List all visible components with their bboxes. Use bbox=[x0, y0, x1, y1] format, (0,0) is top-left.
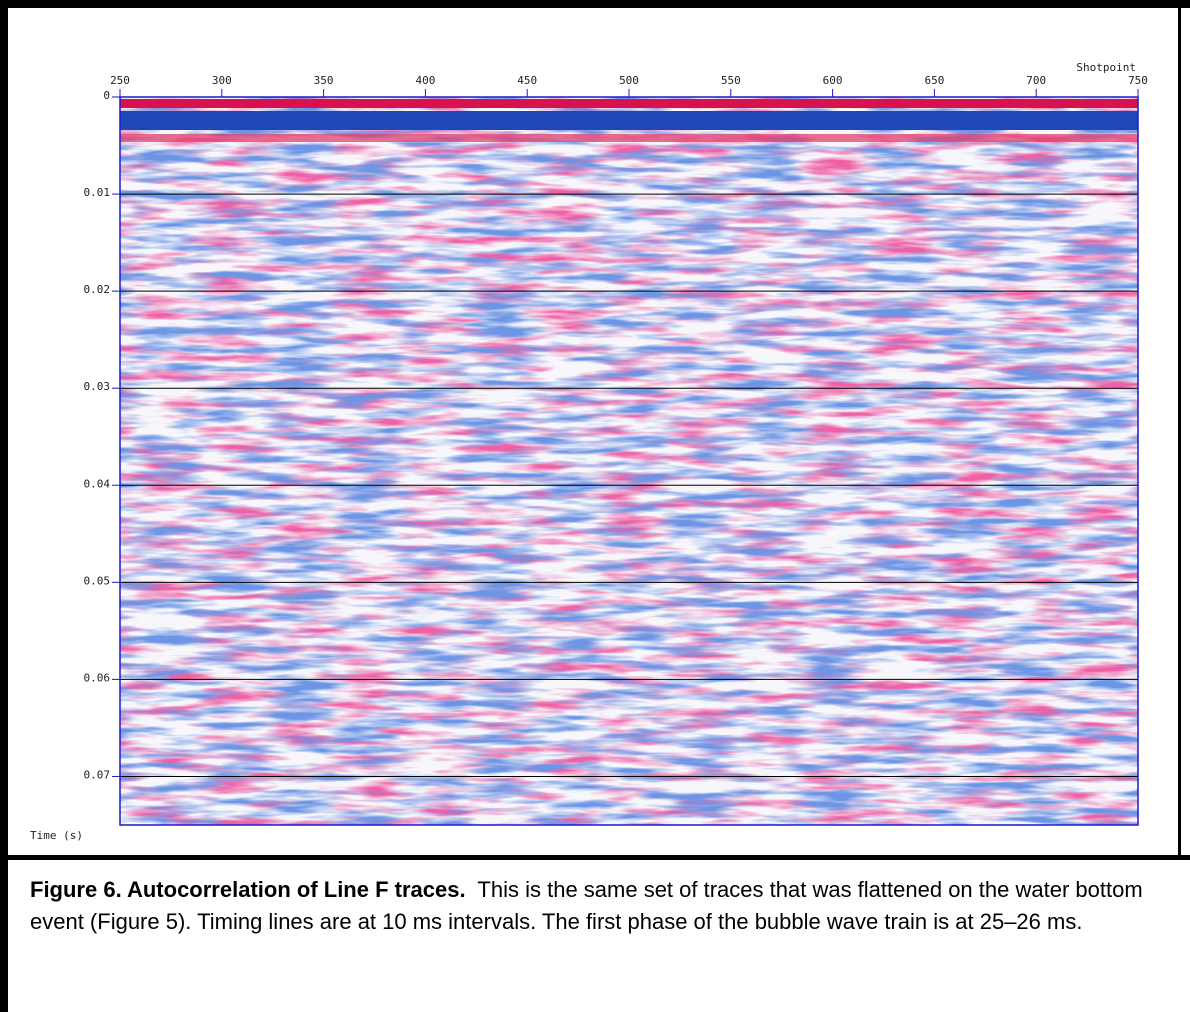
seismic-section bbox=[120, 97, 1138, 825]
x-tick-label: 550 bbox=[721, 74, 741, 87]
y-tick-label: 0.07 bbox=[84, 768, 111, 781]
x-tick-label: 400 bbox=[415, 74, 435, 87]
frame-top bbox=[0, 0, 1190, 8]
x-tick-label: 500 bbox=[619, 74, 639, 87]
plot-border bbox=[119, 96, 1139, 826]
y-axis-label: Time (s) bbox=[30, 829, 83, 842]
caption: Figure 6. Autocorrelation of Line F trac… bbox=[30, 874, 1170, 938]
y-tick-label: 0 bbox=[103, 89, 110, 102]
first-arrival-blue bbox=[120, 111, 1138, 130]
frame-bottom bbox=[8, 855, 1190, 860]
caption-text: This is the same set of traces that was … bbox=[30, 877, 1143, 934]
x-tick-label: 700 bbox=[1026, 74, 1046, 87]
x-tick-label: 600 bbox=[823, 74, 843, 87]
second-arrival-red bbox=[120, 134, 1138, 142]
caption-bold: Figure 6. Autocorrelation of Line F trac… bbox=[30, 877, 466, 902]
y-tick-label: 0.01 bbox=[84, 186, 111, 199]
x-tick-label: 650 bbox=[924, 74, 944, 87]
x-tick-label: 300 bbox=[212, 74, 232, 87]
y-tick-label: 0.06 bbox=[84, 671, 111, 684]
x-tick-label: 450 bbox=[517, 74, 537, 87]
texture-blue bbox=[120, 97, 1138, 825]
x-tick-label: 250 bbox=[110, 74, 130, 87]
frame-left bbox=[0, 0, 8, 1012]
x-tick-label: 750 bbox=[1128, 74, 1148, 87]
y-tick-label: 0.04 bbox=[84, 477, 111, 490]
x-tick-label: 350 bbox=[314, 74, 334, 87]
y-tick-label: 0.05 bbox=[84, 574, 111, 587]
frame-right bbox=[1178, 8, 1181, 858]
y-tick-label: 0.03 bbox=[84, 380, 111, 393]
first-arrival-red bbox=[120, 99, 1138, 108]
y-tick-label: 0.02 bbox=[84, 283, 111, 296]
x-axis-label: Shotpoint bbox=[1076, 61, 1136, 74]
